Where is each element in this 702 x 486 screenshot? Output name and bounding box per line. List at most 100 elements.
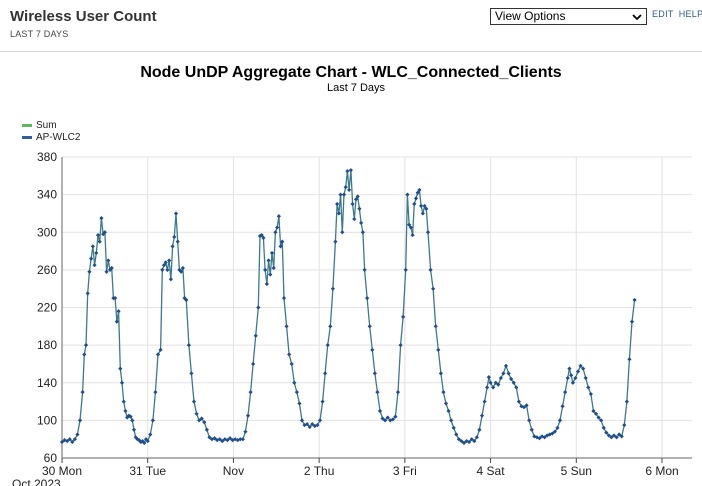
data-point (160, 267, 165, 272)
x-tick-label: 2 Thu (304, 464, 334, 478)
legend-item-ap-wlc2[interactable]: AP-WLC2 (22, 131, 80, 143)
data-point (604, 430, 609, 435)
edit-link[interactable]: EDIT (652, 9, 674, 19)
data-point (627, 357, 632, 362)
data-point (506, 371, 511, 376)
data-point (524, 403, 529, 408)
chart-subtitle: Last 7 Days (326, 82, 386, 94)
data-point (118, 366, 123, 371)
y-tick-label: 60 (44, 451, 58, 465)
data-point (128, 414, 133, 419)
data-point (320, 399, 325, 404)
data-point (145, 438, 150, 444)
data-point (390, 417, 395, 422)
data-point (459, 438, 464, 444)
data-point (186, 343, 191, 348)
data-point (325, 343, 330, 348)
data-point (503, 363, 509, 368)
data-point (516, 399, 521, 404)
data-point (501, 371, 506, 376)
data-point (280, 239, 285, 244)
data-point (173, 211, 179, 216)
help-link[interactable]: HELP (678, 9, 702, 19)
data-point (305, 422, 310, 427)
data-point (333, 239, 338, 244)
line-chart: 60 100 140 180 220 260 300 340 380 30 Mon 31 Tue No… (12, 150, 692, 486)
data-point (172, 234, 177, 240)
data-point (420, 211, 425, 216)
data-point (588, 391, 593, 397)
data-point (284, 324, 289, 329)
data-point (276, 214, 281, 219)
x-tick-label: 3 Fri (393, 464, 417, 478)
data-point (469, 437, 474, 442)
data-point (217, 437, 222, 442)
data-point (581, 366, 586, 371)
data-point (275, 225, 280, 230)
x-tick-label: 31 Tue (129, 464, 166, 478)
x-tick-label: 5 Sun (561, 464, 592, 478)
data-point (596, 415, 601, 420)
chart-title: Node UnDP Aggregate Chart - WLC_Connecte… (140, 64, 562, 81)
widget-subtitle: LAST 7 DAYS (10, 29, 69, 39)
data-point (266, 258, 271, 263)
data-point (372, 371, 377, 376)
data-point (248, 390, 253, 395)
data-point (488, 380, 493, 385)
data-point (617, 432, 622, 437)
data-point (341, 192, 347, 197)
data-point (557, 418, 563, 423)
data-point (461, 440, 467, 446)
data-point (75, 432, 80, 437)
data-point (155, 352, 161, 357)
data-point (72, 437, 77, 442)
data-point (323, 371, 328, 376)
data-point (433, 324, 438, 329)
data-point (479, 413, 485, 418)
data-point (207, 435, 212, 440)
data-point (256, 305, 261, 310)
data-point (90, 244, 95, 249)
y-tick-label: 260 (37, 263, 57, 277)
y-tick-label: 220 (37, 301, 57, 315)
data-point (367, 324, 372, 329)
data-point (385, 415, 390, 420)
data-point (403, 267, 408, 272)
legend-swatch-ap-wlc2 (22, 135, 32, 139)
data-point (477, 427, 482, 432)
data-point (106, 258, 111, 263)
data-point (365, 295, 370, 301)
data-point (609, 435, 614, 440)
data-point (629, 319, 635, 324)
data-point (424, 206, 429, 211)
view-options-select[interactable]: View Options (490, 8, 647, 25)
data-point (170, 244, 175, 249)
data-point (227, 436, 233, 441)
data-point (165, 267, 170, 272)
widget-header: Wireless User Count LAST 7 DAYS View Opt… (0, 0, 702, 52)
data-point (591, 408, 596, 414)
x-axis-sublabel: Oct 2023 (12, 477, 61, 486)
data-point (405, 192, 410, 197)
data-point (287, 352, 292, 357)
data-point (153, 390, 158, 395)
data-point (281, 295, 287, 301)
data-point (383, 418, 388, 423)
data-point (175, 239, 180, 244)
data-point (474, 435, 479, 440)
data-point (393, 414, 398, 419)
data-point (340, 230, 345, 235)
data-point (212, 436, 217, 441)
data-point (204, 427, 209, 432)
data-point (278, 244, 283, 249)
data-point (377, 408, 383, 414)
view-options-label: View Options (495, 9, 566, 23)
legend-item-sum[interactable]: Sum (22, 119, 80, 131)
data-point (225, 438, 230, 443)
chart-legend: Sum AP-WLC2 (22, 119, 80, 143)
data-point (312, 423, 317, 429)
data-point (456, 437, 461, 442)
data-point (410, 232, 415, 238)
data-point (268, 272, 273, 277)
data-point (307, 424, 312, 430)
